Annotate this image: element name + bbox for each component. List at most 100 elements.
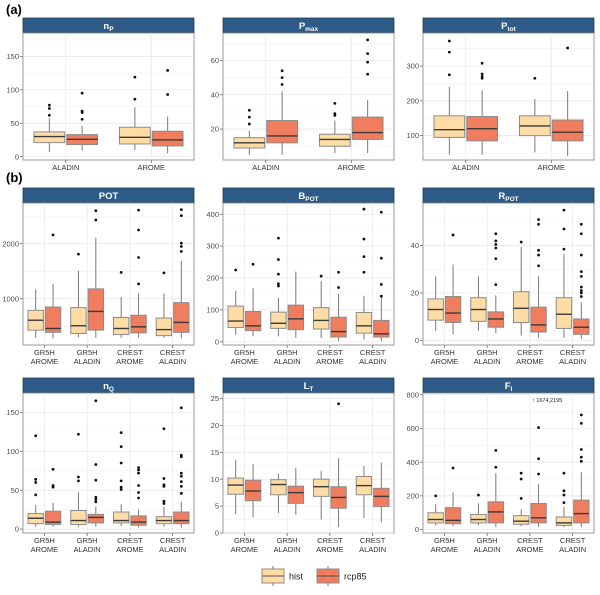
box-iqr [227,305,244,328]
outlier-point [519,497,523,500]
box-hist [33,103,66,152]
x-tick-label: GR5H [234,348,255,357]
panel-title: LT [304,381,314,393]
x-tick-label: AROME [137,163,165,172]
outlier-point [379,294,383,298]
box-hist [470,276,487,331]
outlier-point [366,72,370,76]
y-tick-label: 150 [6,52,19,61]
box-rcp85 [130,466,147,528]
box-iqr [70,509,87,525]
outlier-point [562,247,566,251]
panel-title: nQ [103,381,114,393]
outlier-point [447,73,451,77]
outlier-point [277,272,280,276]
legend: hist rcp85 [261,566,367,586]
x-tick-label: CREST [560,348,586,357]
box-iqr [244,310,262,332]
x-tick-label: ALADIN [452,163,479,172]
outlier-point [51,233,55,237]
box-hist [427,494,444,526]
x-tick-label: AROME [231,545,259,554]
outlier-point [494,283,498,287]
x-tick-label: CREST [117,536,143,545]
outlier-point [579,222,583,226]
outlier-point [179,250,183,253]
box-iqr [130,515,147,526]
x-tick-label: ALADIN [159,545,186,554]
outlier-point [537,457,540,461]
y-tick-label: 25 [211,394,219,403]
outlier-point [162,499,166,503]
box-iqr [470,513,487,524]
box-rcp85 [330,402,347,528]
outlier-point [94,478,98,482]
panel-title: Pmax [299,21,319,33]
y-tick-label: 100 [206,305,219,314]
panel-title: FI [505,381,513,393]
y-tick-label: 1000 [2,294,19,303]
box-hist [355,466,373,518]
panel-pot: POT10002000GR5HAROMEGR5HALADINCRESTAROME… [2,187,195,366]
outlier-point [94,209,98,213]
outlier-point [562,227,566,231]
x-tick-label: AROME [431,357,459,366]
outlier-point [94,218,98,222]
box-iqr [118,126,151,145]
legend-label: rcp85 [344,572,367,582]
box-iqr [373,319,390,338]
outlier-point [579,232,583,236]
panel-title: BPOT [298,191,318,203]
x-tick-label: GR5H [477,536,498,545]
box-hist [433,39,466,155]
box-hist [318,101,351,154]
outlier-point [333,112,337,116]
y-tick-label: 800 [406,390,419,399]
box-hist [555,208,573,338]
outlier-point [494,257,498,261]
x-tick-label: ALADIN [359,357,386,366]
box-iqr [427,512,444,524]
box-hist [555,471,573,528]
outlier-point [137,484,140,487]
outlier-point [494,243,498,246]
box-iqr [444,295,462,324]
outlier-point [77,252,80,256]
outlier-point [119,445,123,449]
box-iqr [130,314,147,334]
outlier-point [579,291,583,295]
outlier-point [494,239,498,243]
outlier-point [94,495,98,499]
box-iqr [373,487,390,508]
y-tick-label: 15 [211,448,219,457]
y-tick-label: 300 [406,62,419,71]
outlier-point [47,113,51,117]
box-rcp85 [87,209,105,338]
box-hist [512,240,530,336]
outlier-point [179,214,183,218]
box-iqr [351,116,384,140]
outlier-point [137,466,140,470]
panel-pmax: Pmax 20 40 60 ALADIN AROME [211,17,395,172]
box-rcp85 [573,413,590,528]
y-tick-label: 100 [406,131,419,140]
outlier-point [247,115,251,119]
x-tick-label: GR5H [34,348,55,357]
box-iqr [112,511,130,524]
legend-item-rcp85: rcp85 [316,566,367,586]
outlier-point [133,75,137,79]
box-hist [70,252,87,338]
outlier-point [562,501,566,505]
outlier-point [166,69,170,72]
y-tick-label: 0 [15,525,19,534]
y-tick-label: 400 [206,210,219,219]
box-iqr [512,291,530,324]
outlier-point [234,268,238,272]
box-rcp85 [44,233,62,339]
outlier-point [447,39,451,43]
x-tick-label: AROME [537,163,565,172]
box-hist [112,270,130,338]
box-hist [155,271,173,338]
x-tick-label: ALADIN [359,545,386,554]
